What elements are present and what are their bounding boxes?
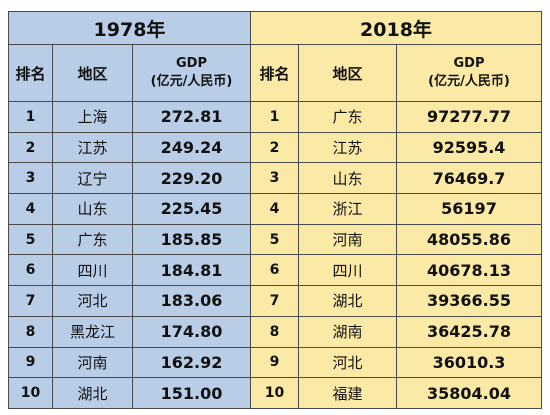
table-row: 9 河南 162.92 9 河北 36010.3	[8, 346, 542, 379]
left-region-cell: 江苏	[52, 131, 133, 164]
right-gdp-cell: 97277.77	[396, 101, 542, 133]
table-row: 10 湖北 151.00 10 福建 35804.04	[8, 377, 542, 409]
right-rank-cell: 4	[250, 193, 299, 225]
right-gdp-header-line1: GDP	[453, 56, 485, 71]
right-region-header: 地区	[298, 44, 397, 102]
left-rank-cell: 4	[8, 193, 53, 225]
right-region-cell: 江苏	[298, 131, 397, 164]
right-rank-cell: 8	[250, 315, 299, 348]
right-gdp-header-line2: (亿元/人民币)	[428, 74, 510, 89]
right-region-cell: 河北	[298, 346, 397, 379]
left-rank-cell: 2	[8, 131, 53, 164]
right-rank-cell: 6	[250, 254, 299, 287]
left-region-cell: 河北	[52, 285, 133, 317]
left-region-cell: 湖北	[52, 377, 133, 409]
right-rank-cell: 9	[250, 346, 299, 379]
table-row: 1 上海 272.81 1 广东 97277.77	[8, 101, 542, 133]
column-header-row: 排名 地区 GDP (亿元/人民币) 排名 地区 GDP (亿元/人民币)	[8, 44, 542, 102]
left-gdp-cell: 183.06	[132, 285, 251, 317]
right-gdp-cell: 40678.13	[396, 254, 542, 287]
right-gdp-cell: 76469.7	[396, 162, 542, 195]
right-rank-cell: 2	[250, 131, 299, 164]
left-rank-cell: 1	[8, 101, 53, 133]
table-row: 7 河北 183.06 7 湖北 39366.55	[8, 285, 542, 317]
right-gdp-cell: 48055.86	[396, 223, 542, 256]
left-gdp-cell: 162.92	[132, 346, 251, 379]
right-gdp-cell: 35804.04	[396, 377, 542, 409]
left-rank-cell: 10	[8, 377, 53, 409]
left-region-cell: 黑龙江	[52, 315, 133, 348]
right-rank-cell: 7	[250, 285, 299, 317]
right-gdp-cell: 92595.4	[396, 131, 542, 164]
left-gdp-cell: 151.00	[132, 377, 251, 409]
right-region-cell: 湖南	[298, 315, 397, 348]
right-gdp-cell: 36010.3	[396, 346, 542, 379]
left-region-cell: 四川	[52, 254, 133, 287]
left-gdp-cell: 225.45	[132, 193, 251, 225]
left-region-header: 地区	[52, 44, 133, 102]
left-region-cell: 广东	[52, 223, 133, 256]
right-region-cell: 四川	[298, 254, 397, 287]
left-gdp-cell: 272.81	[132, 101, 251, 133]
right-gdp-cell: 39366.55	[396, 285, 542, 317]
left-rank-cell: 9	[8, 346, 53, 379]
right-rank-header: 排名	[250, 44, 299, 102]
table-row: 5 广东 185.85 5 河南 48055.86	[8, 223, 542, 256]
right-rank-cell: 1	[250, 101, 299, 133]
left-gdp-cell: 229.20	[132, 162, 251, 195]
right-region-cell: 福建	[298, 377, 397, 409]
gdp-comparison-table-container: 1978年 2018年 排名 地区 GDP (亿元/人民币) 排名 地区 GDP…	[8, 11, 542, 409]
table-row: 8 黑龙江 174.80 8 湖南 36425.78	[8, 315, 542, 348]
left-gdp-cell: 174.80	[132, 315, 251, 348]
table-row: 3 辽宁 229.20 3 山东 76469.7	[8, 162, 542, 195]
right-rank-cell: 10	[250, 377, 299, 409]
gdp-comparison-table: 1978年 2018年 排名 地区 GDP (亿元/人民币) 排名 地区 GDP…	[8, 11, 542, 409]
right-region-cell: 山东	[298, 162, 397, 195]
left-rank-cell: 8	[8, 315, 53, 348]
right-region-cell: 广东	[298, 101, 397, 133]
right-gdp-header: GDP (亿元/人民币)	[396, 44, 542, 102]
left-rank-cell: 6	[8, 254, 53, 287]
left-rank-cell: 5	[8, 223, 53, 256]
right-gdp-cell: 36425.78	[396, 315, 542, 348]
left-rank-cell: 3	[8, 162, 53, 195]
table-row: 6 四川 184.81 6 四川 40678.13	[8, 254, 542, 287]
right-rank-cell: 5	[250, 223, 299, 256]
left-gdp-header-line2: (亿元/人民币)	[150, 74, 233, 89]
year-2018-header: 2018年	[250, 11, 542, 45]
left-gdp-cell: 249.24	[132, 131, 251, 164]
table-row: 2 江苏 249.24 2 江苏 92595.4	[8, 131, 542, 164]
table-row: 4 山东 225.45 4 浙江 56197	[8, 193, 542, 225]
left-gdp-cell: 184.81	[132, 254, 251, 287]
right-gdp-cell: 56197	[396, 193, 542, 225]
left-region-cell: 上海	[52, 101, 133, 133]
left-gdp-header-line1: GDP	[176, 56, 207, 71]
left-gdp-cell: 185.85	[132, 223, 251, 256]
right-region-cell: 湖北	[298, 285, 397, 317]
left-region-cell: 山东	[52, 193, 133, 225]
left-rank-cell: 7	[8, 285, 53, 317]
year-1978-header: 1978年	[8, 11, 251, 45]
left-region-cell: 河南	[52, 346, 133, 379]
left-region-cell: 辽宁	[52, 162, 133, 195]
left-rank-header: 排名	[8, 44, 53, 102]
right-region-cell: 河南	[298, 223, 397, 256]
right-rank-cell: 3	[250, 162, 299, 195]
right-region-cell: 浙江	[298, 193, 397, 225]
year-header-row: 1978年 2018年	[8, 11, 542, 45]
left-gdp-header: GDP (亿元/人民币)	[132, 44, 251, 102]
